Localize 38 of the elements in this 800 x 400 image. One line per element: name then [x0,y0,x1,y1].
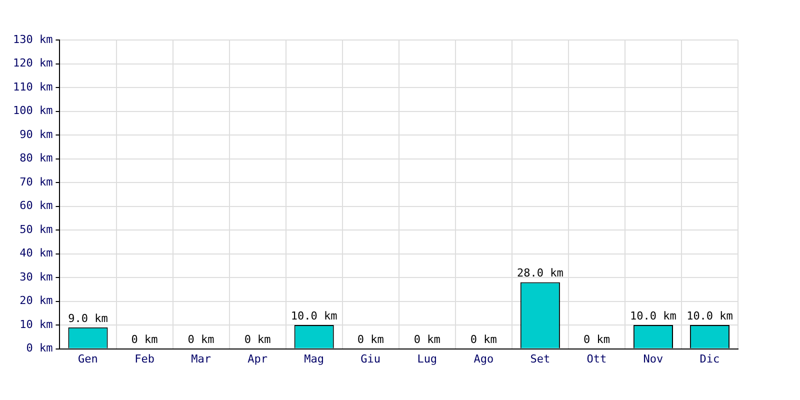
data-label: 28.0 km [516,266,564,280]
y-tick-label: 20 km [20,294,54,308]
x-tick-label: Ott [586,352,607,366]
x-tick-label: Set [530,352,550,366]
y-tick-label: 40 km [20,246,54,260]
y-tick-label: 120 km [12,56,54,70]
y-tick-label: 70 km [20,175,54,188]
x-tick-label: Dic [700,352,720,366]
y-tick-label: 50 km [20,222,54,236]
y-tick-label: 130 km [12,32,54,46]
data-label: 0 km [244,333,272,346]
data-label: 10.0 km [686,309,734,322]
data-label: 0 km [131,333,158,346]
x-tick-label: Mag [304,352,324,366]
x-tick-label: Nov [643,352,664,366]
y-tick-label: 60 km [20,199,54,212]
y-tick-label: 30 km [20,270,54,284]
x-tick-label: Giu [360,352,381,366]
x-tick-label: Gen [78,352,98,366]
data-label: 10.0 km [290,309,338,322]
y-tick-label: 100 km [12,104,54,118]
y-tick-label: 80 km [20,152,54,165]
data-label: 0 km [188,333,215,346]
data-label: 9.0 km [68,312,108,325]
y-tick-label: 110 km [12,80,54,94]
x-tick-label: Apr [248,352,268,366]
y-tick-label: 0 km [26,342,54,355]
data-label: 0 km [470,333,498,346]
data-label: 10.0 km [630,309,677,322]
data-label: 0 km [414,333,441,346]
x-tick-label: Lug [417,352,438,366]
data-label: 0 km [357,333,384,346]
x-tick-label: Ago [474,352,494,366]
x-tick-label: Mar [191,352,212,366]
data-label: 0 km [583,333,610,346]
y-tick-label: 10 km [20,318,54,331]
x-tick-label: Feb [134,352,154,366]
y-tick-label: 90 km [20,128,54,141]
